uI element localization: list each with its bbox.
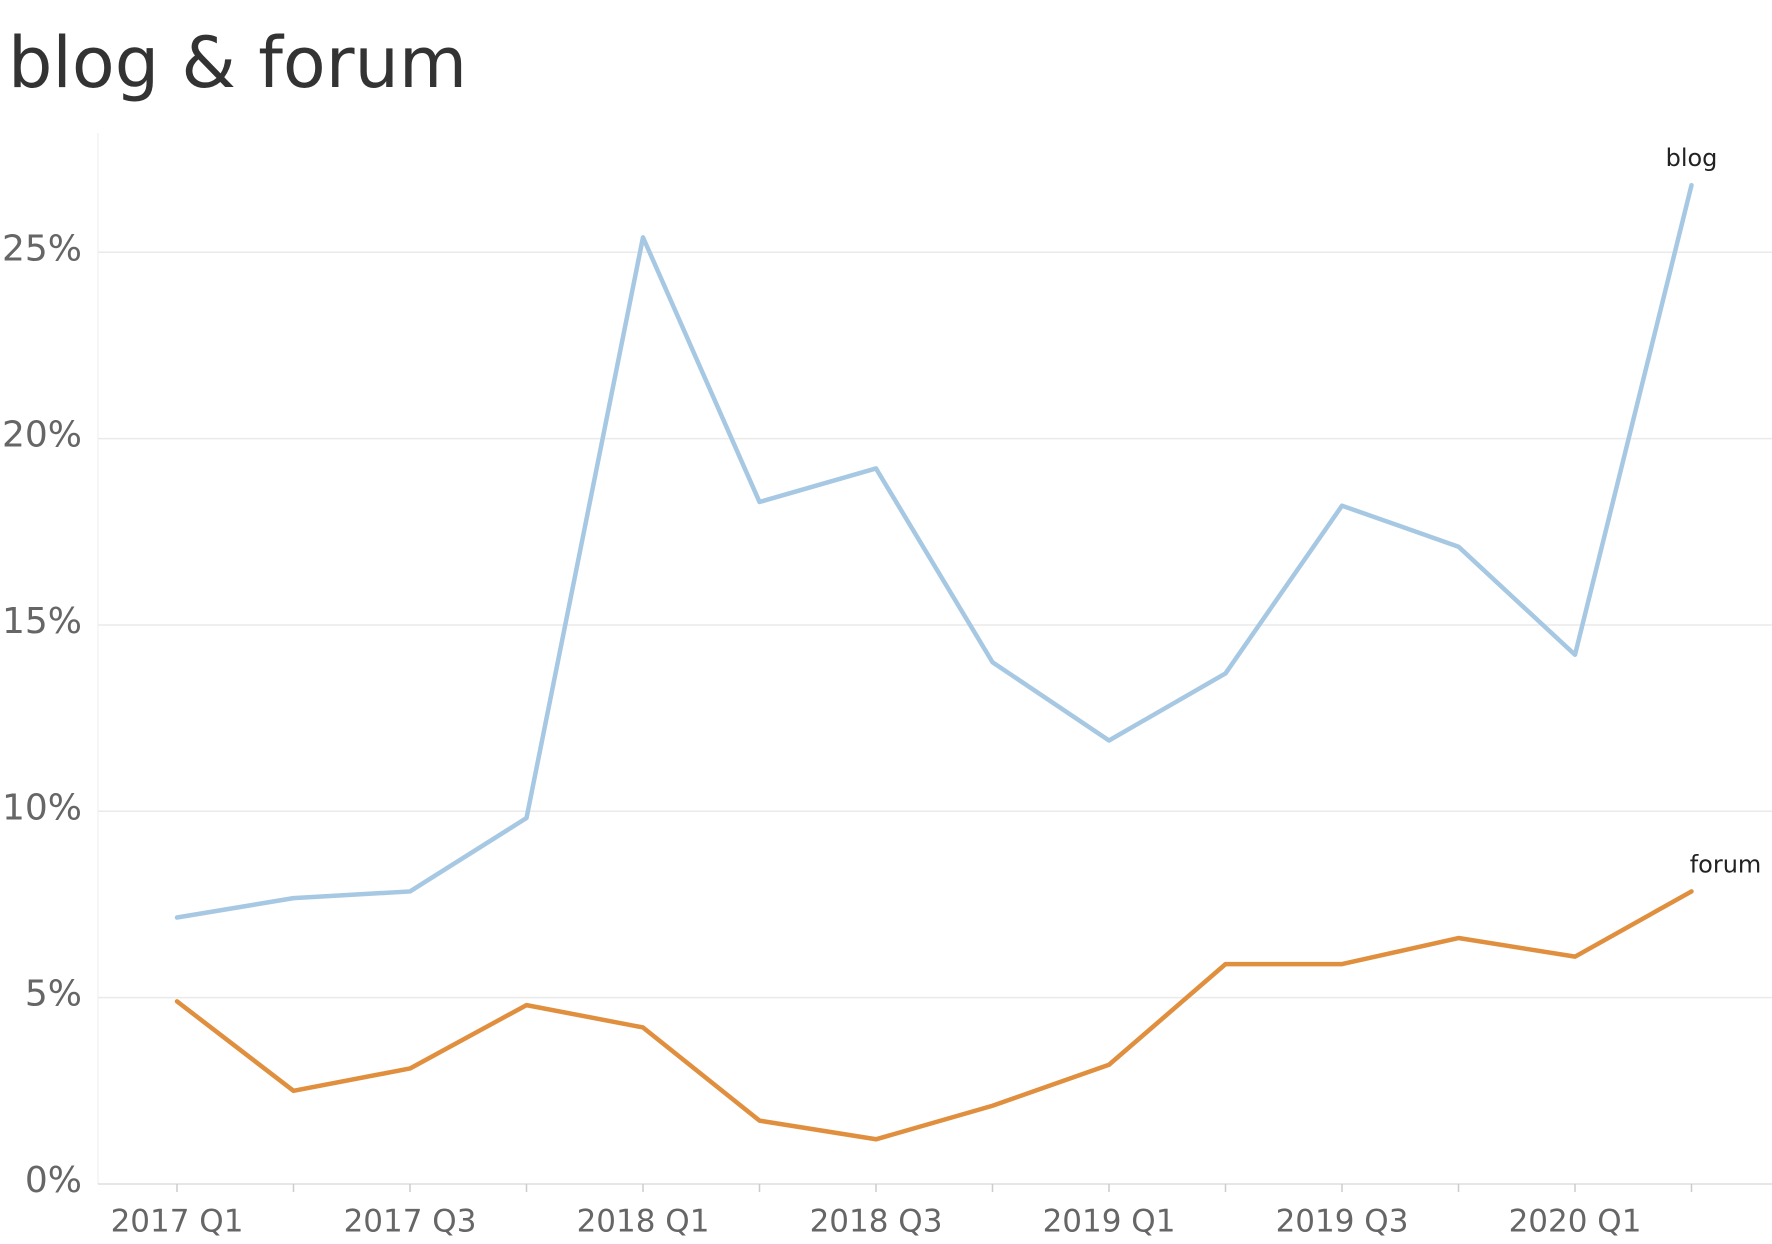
y-tick-label: 10% — [2, 787, 82, 828]
x-tick-label: 2017 Q1 — [111, 1204, 244, 1240]
chart-title: blog & forum — [8, 22, 467, 104]
y-tick-label: 25% — [2, 228, 82, 269]
series-label: blog — [1666, 144, 1718, 172]
x-tick-label: 2018 Q1 — [577, 1204, 710, 1240]
x-tick-label: 2017 Q3 — [344, 1204, 477, 1240]
x-tick-label: 2019 Q1 — [1043, 1204, 1176, 1240]
series-line — [174, 182, 1694, 920]
y-tick-label: 15% — [2, 601, 82, 642]
series-line — [174, 889, 1694, 1142]
x-tick-label: 2019 Q3 — [1276, 1204, 1409, 1240]
y-tick-label: 20% — [2, 415, 82, 456]
x-tick-label: 2018 Q3 — [810, 1204, 943, 1240]
y-tick-label: 5% — [25, 974, 82, 1015]
y-tick-label: 0% — [25, 1160, 82, 1201]
series-label: forum — [1690, 850, 1762, 878]
x-tick-label: 2020 Q1 — [1509, 1204, 1642, 1240]
